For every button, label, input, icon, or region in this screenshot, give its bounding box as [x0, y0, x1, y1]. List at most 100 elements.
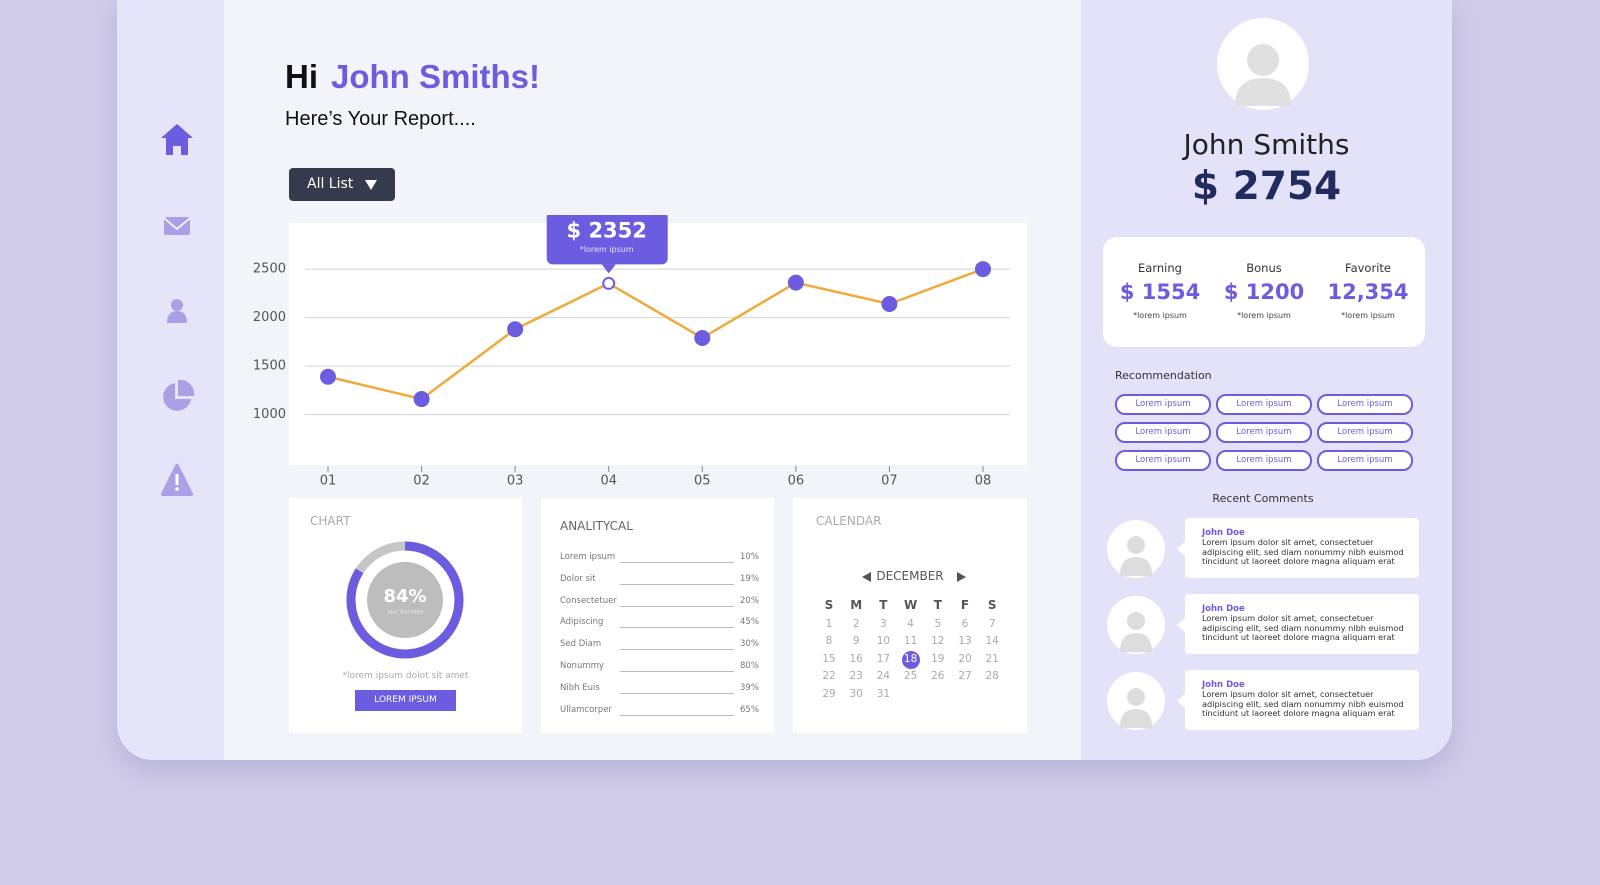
analytical-card — [541, 498, 774, 733]
data-point — [507, 321, 524, 338]
calendar-day[interactable]: 16 — [849, 652, 863, 665]
recommendation-chip[interactable]: Lorem ipsum — [1317, 422, 1413, 443]
y-tick-label: 1500 — [253, 359, 286, 374]
calendar-day[interactable]: 7 — [988, 618, 996, 630]
x-tick-label: 01 — [320, 474, 337, 489]
calendar-weekday: T — [933, 598, 942, 612]
greeting-subtitle: Here’s Your Report.... — [285, 108, 476, 130]
stat-label: Earning — [1138, 261, 1182, 275]
tooltip-value: $ 2352 — [567, 218, 647, 242]
tooltip — [546, 215, 668, 265]
calendar-day[interactable]: 1 — [825, 618, 833, 630]
data-point — [787, 274, 804, 291]
calendar-day[interactable]: 21 — [985, 652, 999, 665]
calendar-day[interactable]: 23 — [849, 670, 863, 683]
calendar-day[interactable]: 3 — [880, 618, 887, 630]
calendar-month: DECEMBER — [876, 569, 944, 583]
comment-text: Lorem ipsum dolor sit amet, consectetuer… — [1202, 689, 1404, 719]
recommendation-chip[interactable]: Lorem ipsum — [1115, 450, 1211, 471]
calendar-day[interactable]: 15 — [822, 652, 836, 665]
recommendation-chip[interactable]: Lorem ipsum — [1216, 422, 1312, 443]
x-tick-label: 06 — [788, 474, 805, 489]
data-point — [975, 261, 991, 278]
calendar-weekday: S — [987, 598, 997, 612]
calendar-weekday: T — [879, 598, 888, 612]
calendar-day[interactable]: 9 — [852, 635, 860, 648]
x-tick-label: 08 — [975, 474, 992, 489]
recommendation-chip[interactable]: Lorem ipsum — [1115, 422, 1211, 443]
avatar — [1217, 18, 1309, 110]
calendar-day[interactable]: 26 — [931, 670, 945, 683]
calendar-day[interactable]: 6 — [961, 618, 969, 630]
calendar-day[interactable]: 18 — [903, 652, 918, 665]
calendar-day[interactable]: 22 — [822, 670, 836, 683]
calendar-day[interactable]: 11 — [903, 635, 918, 648]
dropdown-arrow[interactable] — [365, 180, 377, 190]
calendar-day[interactable]: 30 — [849, 687, 863, 700]
calendar-day[interactable]: 8 — [825, 635, 833, 648]
tooltip-pointer — [601, 264, 616, 274]
analytical-label: Dolor sit — [560, 573, 596, 584]
analytical-title: ANALITYCAL — [560, 519, 633, 533]
calendar-day[interactable]: 31 — [876, 687, 891, 700]
calendar-day[interactable]: 24 — [876, 670, 891, 683]
calendar-day[interactable]: 13 — [958, 635, 972, 648]
line-series — [327, 267, 984, 401]
analytical-line — [620, 649, 734, 651]
dropdown[interactable] — [289, 168, 395, 201]
analytical-label: Nonummy — [560, 661, 604, 671]
analytical-line — [620, 627, 734, 629]
comment-avatar — [1107, 672, 1165, 730]
calendar-day[interactable]: 4 — [907, 618, 914, 630]
calendar-day[interactable]: 14 — [985, 635, 999, 648]
recommendation-chip[interactable]: Lorem ipsum — [1216, 450, 1312, 471]
stats-icon[interactable] — [163, 379, 195, 411]
calendar-day[interactable]: 10 — [876, 635, 891, 648]
comment-avatar — [1107, 520, 1165, 578]
calendar-weekday: W — [903, 598, 918, 612]
recommendation-chip[interactable]: Lorem ipsum — [1216, 394, 1312, 415]
comments-title: Recent Comments — [1212, 492, 1314, 505]
calendar-day[interactable]: 20 — [958, 652, 972, 665]
y-tick-label: 1000 — [253, 407, 286, 422]
recommendation-chip[interactable]: Lorem ipsum — [1115, 394, 1211, 415]
sidebar — [117, 0, 224, 760]
x-tick-label: 07 — [881, 474, 898, 489]
analytical-label: Ullamcorper — [560, 704, 612, 715]
chart-note: *lorem ipsum dolot sit amet — [342, 671, 469, 681]
stat-label: Favorite — [1345, 261, 1391, 275]
calendar-day[interactable]: 25 — [903, 670, 918, 683]
recommendation-chip[interactable]: Lorem ipsum — [1317, 394, 1413, 415]
home-icon[interactable] — [161, 124, 193, 155]
calendar-card — [793, 498, 1027, 733]
analytical-line — [620, 583, 734, 585]
calendar-day[interactable]: 17 — [876, 652, 891, 665]
recommendation-title: Recommendation — [1115, 369, 1212, 382]
alert-icon[interactable] — [161, 464, 193, 496]
greeting-name: John Smiths! — [331, 58, 541, 95]
chart-button[interactable]: LOREM IPSUM — [355, 690, 456, 711]
greeting-hi: Hi — [285, 58, 318, 95]
calendar-day[interactable]: 28 — [985, 670, 999, 683]
calendar-selected — [901, 650, 920, 669]
calendar-day[interactable]: 27 — [958, 670, 972, 683]
x-tick-label: 03 — [507, 474, 524, 489]
calendar-day[interactable]: 29 — [822, 687, 836, 700]
user-icon[interactable] — [167, 299, 187, 323]
data-point — [413, 391, 430, 408]
profile-balance: $ 2754 — [1191, 164, 1342, 209]
x-tick-label: 04 — [600, 474, 617, 489]
calendar-day[interactable]: 12 — [931, 635, 945, 648]
calendar-day[interactable]: 19 — [931, 652, 945, 665]
analytical-value: 80% — [740, 661, 759, 671]
mail-icon[interactable] — [163, 217, 191, 235]
calendar-arrows[interactable] — [860, 571, 970, 583]
calendar-day[interactable]: 5 — [934, 618, 942, 630]
calendar-weekday: F — [960, 598, 970, 612]
recommendation-chip[interactable]: Lorem ipsum — [1317, 450, 1413, 471]
data-point — [320, 368, 336, 385]
data-point — [602, 276, 616, 290]
comment-avatar — [1107, 596, 1165, 654]
calendar-day[interactable]: 2 — [852, 618, 860, 630]
